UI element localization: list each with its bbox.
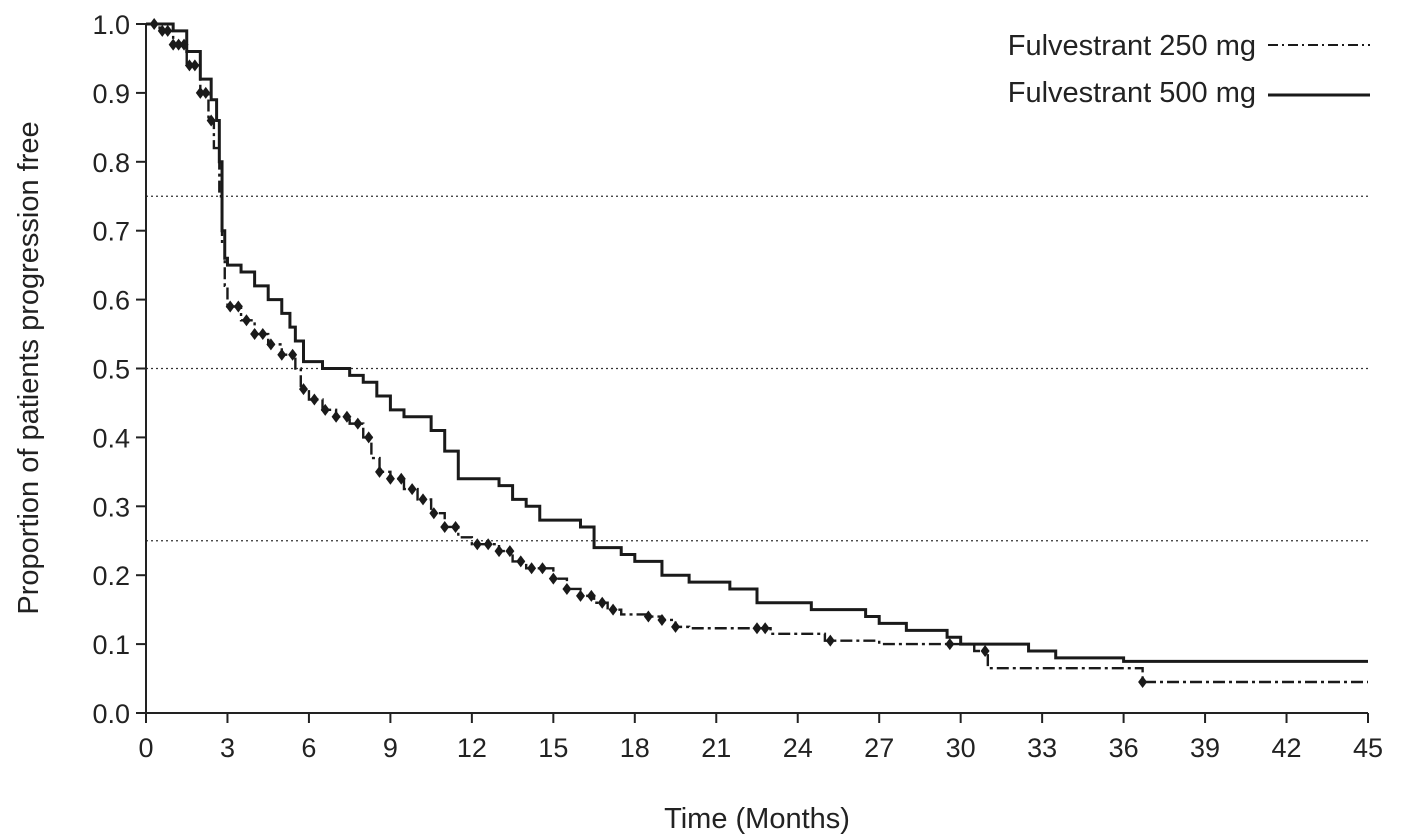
censor-marker — [241, 314, 251, 327]
y-axis-ticks: 0.0 0.1 0.2 0.3 0.4 0.5 0.6 0.7 0.8 0.9 1.0 — [92, 10, 146, 729]
x-axis-label: Time (Months) — [664, 803, 850, 835]
censor-marker — [375, 465, 385, 478]
x-tick-label: 9 — [383, 733, 398, 763]
censor-marker — [190, 59, 200, 72]
censor-marker — [643, 610, 653, 623]
x-tick-label: 27 — [864, 733, 894, 763]
y-tick-label: 1.0 — [92, 10, 130, 40]
censor-marker — [429, 507, 439, 520]
legend-label-500mg: Fulvestrant 500 mg — [1008, 77, 1256, 109]
x-tick-label: 45 — [1353, 733, 1383, 763]
censor-marker — [225, 300, 235, 313]
censor-marker — [266, 338, 276, 351]
x-tick-label: 39 — [1190, 733, 1220, 763]
censor-marker — [527, 562, 537, 575]
censor-marker — [483, 538, 493, 551]
censor-marker — [385, 472, 395, 485]
y-tick-label: 0.3 — [92, 492, 130, 522]
censor-marker — [1138, 675, 1148, 688]
y-tick-label: 0.2 — [92, 561, 130, 591]
censor-marker — [597, 596, 607, 609]
x-tick-label: 36 — [1109, 733, 1139, 763]
censor-marker — [562, 582, 572, 595]
censor-marker — [516, 555, 526, 568]
censor-marker — [451, 520, 461, 533]
censor-marker — [472, 538, 482, 551]
censor-marker — [396, 472, 406, 485]
censor-marker — [320, 403, 330, 416]
censor-marker — [505, 545, 515, 558]
x-tick-label: 21 — [701, 733, 731, 763]
x-tick-label: 0 — [138, 733, 153, 763]
censor-marker — [331, 410, 341, 423]
x-tick-label: 15 — [538, 733, 568, 763]
x-tick-label: 30 — [946, 733, 976, 763]
censor-marker — [760, 622, 770, 635]
censor-marker — [548, 572, 558, 585]
censor-marker — [206, 114, 216, 127]
x-tick-label: 18 — [620, 733, 650, 763]
censor-marker — [657, 613, 667, 626]
x-tick-label: 24 — [783, 733, 813, 763]
series-line-fulvestrant-250-mg — [146, 22, 1368, 684]
y-tick-label: 0.9 — [92, 79, 130, 109]
y-tick-label: 0.5 — [92, 355, 130, 385]
y-tick-label: 0.6 — [92, 286, 130, 316]
censor-marker — [168, 38, 178, 51]
x-axis-ticks: 0 3 6 9 12 15 18 21 24 27 30 33 36 39 42 45 — [138, 713, 1383, 763]
y-tick-label: 0.0 — [92, 699, 130, 729]
y-tick-label: 0.1 — [92, 630, 130, 660]
series-layer — [146, 18, 1368, 688]
censor-marker — [440, 520, 450, 533]
censor-marker — [163, 24, 173, 37]
censor-marker — [353, 417, 363, 430]
x-tick-label: 33 — [1027, 733, 1057, 763]
censor-marker — [980, 644, 990, 657]
censor-marker — [258, 328, 268, 341]
censor-marker — [671, 620, 681, 633]
censor-marker — [364, 431, 374, 444]
censor-marker — [233, 300, 243, 313]
censor-marker — [309, 393, 319, 406]
censor-marker — [494, 545, 504, 558]
y-tick-label: 0.4 — [92, 423, 130, 453]
reference-lines — [146, 195, 1368, 542]
series-line-fulvestrant-500-mg — [146, 22, 1368, 663]
censor-marker — [825, 634, 835, 647]
censor-marker — [299, 383, 309, 396]
censor-marker — [342, 410, 352, 423]
censor-marker — [277, 348, 287, 361]
x-tick-label: 6 — [301, 733, 316, 763]
censor-marker — [201, 86, 211, 99]
censor-marker — [407, 483, 417, 496]
censor-marker — [250, 328, 260, 341]
censor-marker — [945, 638, 955, 651]
censor-marker — [537, 562, 547, 575]
x-tick-label: 12 — [457, 733, 487, 763]
censor-marker — [418, 493, 428, 506]
censor-marker — [195, 86, 205, 99]
x-tick-label: 42 — [1272, 733, 1302, 763]
x-tick-label: 3 — [220, 733, 235, 763]
y-tick-label: 0.7 — [92, 217, 130, 247]
censor-marker — [174, 38, 184, 51]
censor-marker — [575, 589, 585, 602]
y-axis-label: Proportion of patients progression free — [13, 121, 45, 614]
censor-marker — [608, 603, 618, 616]
censor-marker — [586, 589, 596, 602]
y-tick-label: 0.8 — [92, 148, 130, 178]
legend-label-250mg: Fulvestrant 250 mg — [1008, 30, 1256, 62]
censor-marker — [288, 348, 298, 361]
censor-marker — [184, 59, 194, 72]
censor-marker — [157, 24, 167, 37]
censor-marker — [752, 622, 762, 635]
legend: Fulvestrant 250 mg Fulvestrant 500 mg — [1008, 30, 1370, 109]
